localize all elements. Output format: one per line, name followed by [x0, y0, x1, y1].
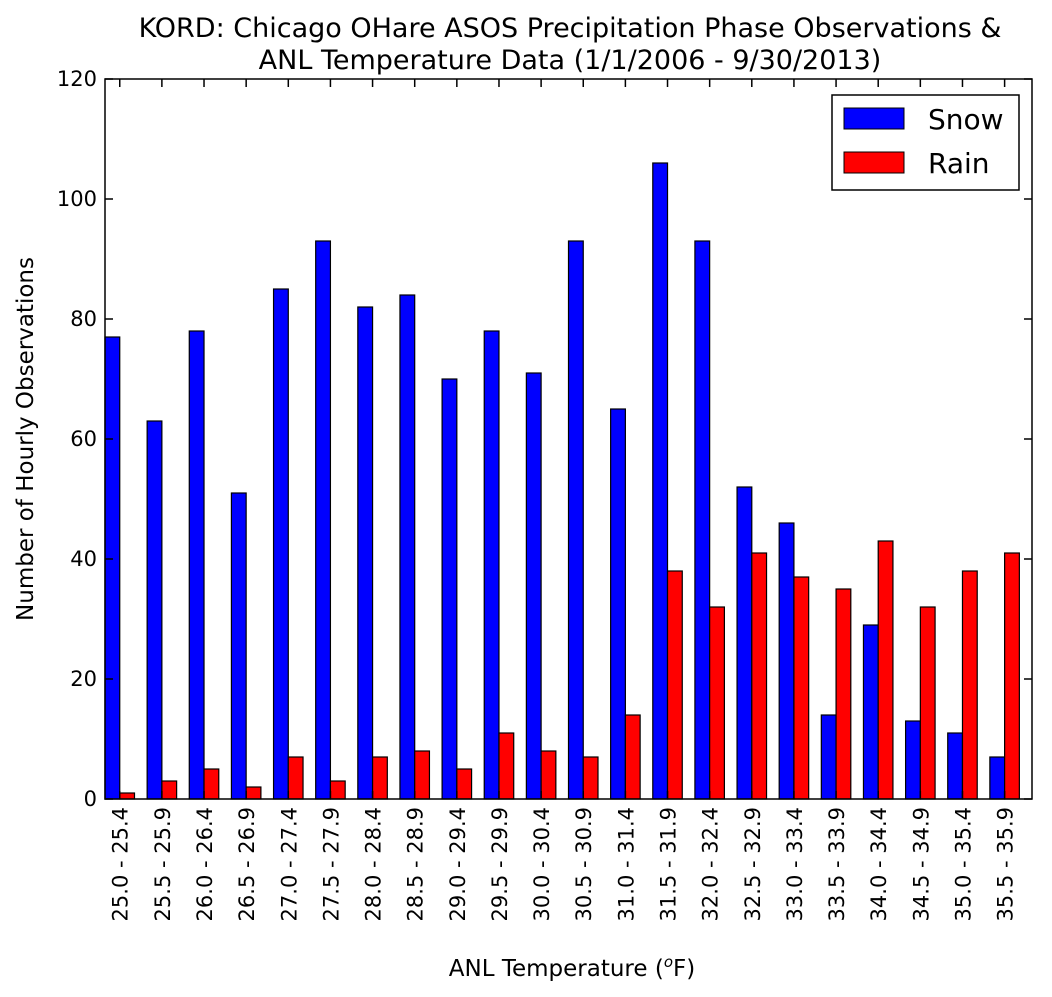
bar-rain-15	[751, 552, 768, 800]
y-tick-label-1: 20	[70, 667, 97, 691]
bar-rain-5	[329, 780, 346, 800]
bar-snow-14	[694, 240, 711, 800]
x-tick-label-16: 33.0 - 33.4	[783, 807, 807, 921]
bar-rain-20	[961, 570, 978, 800]
bar-snow-16	[778, 522, 795, 800]
bar-rain-3	[245, 786, 262, 800]
x-tick-label-7: 28.5 - 28.9	[404, 807, 428, 921]
legend: Snow Rain	[831, 94, 1020, 191]
x-tick-label-15: 32.5 - 32.9	[741, 807, 765, 921]
bar-snow-18	[862, 624, 879, 800]
y-tick-label-4: 80	[70, 307, 97, 331]
x-axis-ticks: 25.0 - 25.4 25.5 - 25.9 26.0 - 26.4 26.5 - …	[109, 79, 1018, 921]
bar-snow-17	[820, 714, 837, 800]
legend-swatch-snow	[843, 107, 905, 130]
x-tick-label-21: 35.5 - 35.9	[994, 807, 1018, 921]
bar-snow-15	[736, 486, 753, 800]
x-tick-label-13: 31.5 - 31.9	[657, 807, 681, 921]
bar-snow-20	[947, 732, 964, 800]
x-tick-label-19: 34.5 - 34.9	[909, 807, 933, 921]
bar-snow-6	[357, 306, 374, 800]
bar-rain-2	[203, 768, 220, 800]
bar-rain-14	[709, 606, 726, 800]
y-tick-label-3: 60	[70, 427, 97, 451]
x-tick-label-4: 27.0 - 27.4	[277, 807, 301, 921]
bar-rain-0	[119, 792, 136, 800]
bar-rain-4	[287, 756, 304, 800]
bar-rain-18	[877, 540, 894, 800]
x-tick-label-3: 26.5 - 26.9	[235, 807, 259, 921]
bar-snow-19	[904, 720, 921, 800]
bar-rain-21	[1004, 552, 1020, 800]
bar-snow-0	[104, 336, 121, 800]
bar-rain-12	[624, 714, 641, 800]
y-tick-label-5: 100	[57, 187, 97, 211]
bar-rain-1	[161, 780, 178, 800]
bar-snow-1	[146, 420, 163, 800]
x-axis-label: ANL Temperature (oF)	[449, 953, 695, 982]
x-tick-label-8: 29.0 - 29.4	[446, 807, 470, 921]
x-axis-label-suffix: F)	[673, 956, 695, 982]
bar-rain-7	[414, 750, 431, 800]
x-tick-label-18: 34.0 - 34.4	[867, 807, 891, 921]
bar-snow-2	[188, 330, 205, 800]
y-axis-label: Number of Hourly Observations	[13, 257, 39, 621]
bar-rain-6	[371, 756, 388, 800]
bar-rain-8	[456, 768, 473, 800]
x-axis-label-superscript: o	[664, 953, 673, 971]
bars-layer	[104, 162, 1020, 800]
x-tick-label-17: 33.5 - 33.9	[825, 807, 849, 921]
legend-label-snow: Snow	[928, 103, 1004, 136]
legend-label-rain: Rain	[928, 147, 990, 180]
x-tick-label-14: 32.0 - 32.4	[699, 807, 723, 921]
bar-rain-13	[666, 570, 683, 800]
y-tick-label-0: 0	[84, 787, 97, 811]
x-axis-label-prefix: ANL Temperature (	[449, 956, 664, 982]
chart-subtitle: ANL Temperature Data (1/1/2006 - 9/30/20…	[259, 45, 882, 76]
bar-rain-17	[835, 588, 852, 800]
bar-snow-9	[483, 330, 500, 800]
x-tick-label-11: 30.5 - 30.9	[572, 807, 596, 921]
bar-rain-9	[498, 732, 515, 800]
bar-snow-13	[652, 162, 669, 800]
bar-snow-8	[441, 378, 458, 800]
chart-title: KORD: Chicago OHare ASOS Precipitation P…	[139, 13, 1002, 44]
bar-snow-4	[272, 288, 289, 800]
x-tick-label-5: 27.5 - 27.9	[319, 807, 343, 921]
bar-rain-16	[793, 576, 810, 800]
x-tick-label-1: 25.5 - 25.9	[151, 807, 175, 921]
x-tick-label-6: 28.0 - 28.4	[362, 807, 386, 921]
bar-rain-10	[540, 750, 557, 800]
x-tick-label-10: 30.0 - 30.4	[530, 807, 554, 921]
bar-snow-5	[315, 240, 332, 800]
x-tick-label-20: 35.0 - 35.4	[951, 807, 975, 921]
bar-snow-10	[525, 372, 542, 800]
x-tick-label-12: 31.0 - 31.4	[614, 807, 638, 921]
x-tick-label-0: 25.0 - 25.4	[109, 807, 133, 921]
bar-snow-21	[989, 756, 1006, 800]
legend-swatch-rain	[843, 151, 905, 174]
bar-rain-19	[919, 606, 936, 800]
bar-snow-12	[610, 408, 626, 800]
y-tick-label-2: 40	[70, 547, 97, 571]
y-tick-label-6: 120	[57, 67, 97, 91]
x-tick-label-9: 29.5 - 29.9	[488, 807, 512, 921]
bar-snow-11	[567, 240, 584, 800]
x-tick-label-2: 26.0 - 26.4	[193, 807, 217, 921]
bar-rain-11	[582, 756, 599, 800]
bar-snow-3	[230, 492, 247, 800]
bar-snow-7	[399, 294, 416, 800]
y-axis-ticks: 0 20 40 60 80 100 120	[57, 67, 1032, 811]
